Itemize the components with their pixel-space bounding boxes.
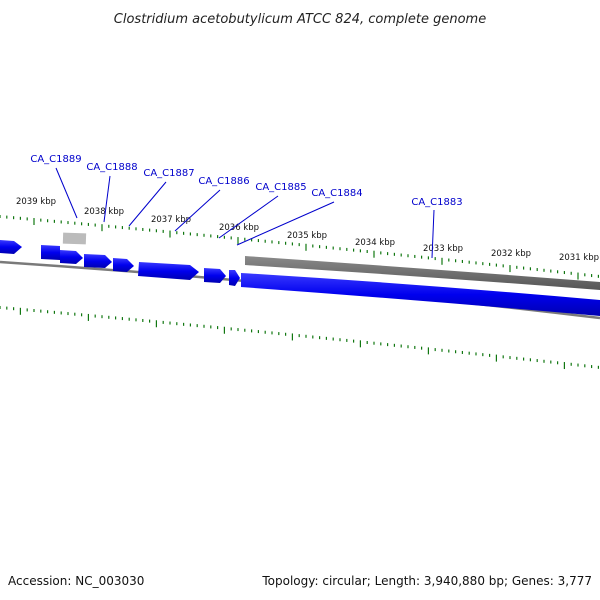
- tick-label: 2036 kbp: [219, 223, 259, 233]
- feature-gray-large[interactable]: [245, 256, 600, 290]
- cds-feature[interactable]: [60, 250, 83, 264]
- gene-leader-line: [236, 201, 335, 246]
- cds-feature[interactable]: [138, 262, 199, 280]
- tick-label: 2031 kbp: [559, 253, 599, 263]
- gene-label[interactable]: CA_C1884: [311, 188, 362, 199]
- gene-leader-line: [103, 175, 111, 223]
- gene-leader-line: [174, 189, 221, 232]
- cds-feature[interactable]: [229, 270, 240, 286]
- cds-feature-large[interactable]: [241, 273, 600, 316]
- gene-leader-line: [431, 209, 435, 259]
- feature-gray-small[interactable]: [62, 232, 87, 245]
- gene-label[interactable]: CA_C1889: [30, 154, 81, 165]
- tick-labels: 2039 kbp 2038 kbp 2037 kbp 2036 kbp 2035 kbp…: [16, 197, 599, 263]
- tick-label: 2038 kbp: [84, 207, 124, 217]
- gene-leader-line: [218, 195, 279, 239]
- gene-label[interactable]: CA_C1885: [255, 182, 306, 193]
- gene-label[interactable]: CA_C1883: [411, 197, 462, 208]
- gene-label[interactable]: CA_C1888: [86, 162, 137, 173]
- cds-feature[interactable]: [41, 245, 60, 260]
- tick-label: 2035 kbp: [287, 231, 327, 241]
- tick-label: 2037 kbp: [151, 215, 191, 225]
- gene-label[interactable]: CA_C1886: [198, 176, 249, 187]
- cds-feature[interactable]: [0, 240, 22, 254]
- cds-feature[interactable]: [84, 254, 112, 268]
- tick-label: 2033 kbp: [423, 244, 463, 254]
- tick-marks-inner: [0, 306, 600, 370]
- gene-leader-line: [128, 181, 167, 227]
- tick-label: 2032 kbp: [491, 249, 531, 259]
- tick-label: 2039 kbp: [16, 197, 56, 207]
- cds-feature[interactable]: [204, 268, 226, 283]
- gene-leader-line: [55, 167, 78, 219]
- accession-text: Accession: NC_003030: [8, 574, 144, 588]
- cds-feature[interactable]: [113, 258, 134, 272]
- map-title: Clostridium acetobutylicum ATCC 824, com…: [114, 12, 486, 27]
- tick-marks-outer: [0, 215, 600, 280]
- gene-label[interactable]: CA_C1887: [143, 168, 194, 179]
- genome-summary-text: Topology: circular; Length: 3,940,880 bp…: [261, 574, 592, 588]
- gene-labels: CA_C1889 CA_C1888 CA_C1887 CA_C1886 CA_C1885…: [30, 154, 463, 259]
- tick-label: 2034 kbp: [355, 238, 395, 248]
